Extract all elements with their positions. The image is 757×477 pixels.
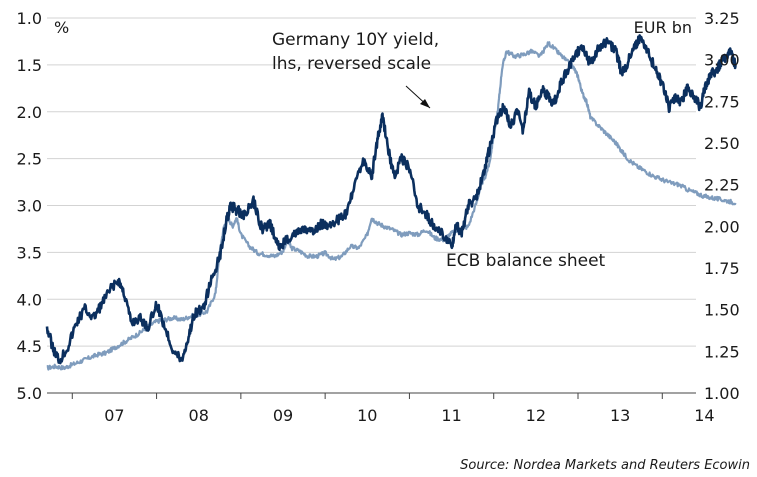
- left-axis-ticks: 1.0 1.5 2.0 2.5 3.0 3.5 4.0 4.5 5.0: [17, 9, 42, 403]
- yield-annotation-line1: Germany 10Y yield,: [272, 30, 439, 50]
- right-tick-label: 1.50: [704, 301, 740, 320]
- germany-10y-yield-series: [45, 34, 737, 365]
- right-tick-label: 3.25: [704, 9, 740, 28]
- germany-10y-yield-line: [45, 34, 737, 365]
- left-tick-label: 5.0: [17, 384, 42, 403]
- left-tick-label: 1.0: [17, 9, 42, 28]
- right-tick-label: 2.75: [704, 92, 740, 111]
- right-tick-label: 1.75: [704, 259, 740, 278]
- gridlines: [47, 17, 696, 394]
- x-tick-label: 07: [104, 406, 124, 425]
- left-tick-label: 2.0: [17, 103, 42, 122]
- left-tick-label: 3.5: [17, 243, 42, 262]
- ecb-annotation: ECB balance sheet: [446, 251, 606, 271]
- right-tick-label: 2.00: [704, 217, 740, 236]
- left-tick-label: 1.5: [17, 56, 42, 75]
- left-tick-label: 4.0: [17, 290, 42, 309]
- yield-annotation-line2: lhs, reversed scale: [272, 54, 431, 74]
- right-tick-label: 2.50: [704, 134, 740, 153]
- right-tick-label: 1.25: [704, 342, 740, 361]
- left-axis-unit: %: [54, 18, 69, 37]
- x-tick-label: 12: [526, 406, 546, 425]
- ecb-balance-sheet-line: [46, 41, 737, 371]
- right-axis-unit: EUR bn: [634, 18, 692, 37]
- right-tick-label: 1.00: [704, 384, 740, 403]
- left-tick-label: 4.5: [17, 337, 42, 356]
- left-tick-label: 2.5: [17, 150, 42, 169]
- x-tick-label: 14: [694, 406, 714, 425]
- x-axis-ticks: 07 08 09 10 11 12 13 14: [71, 393, 715, 425]
- right-tick-label: 3.00: [704, 51, 740, 70]
- x-tick-label: 10: [357, 406, 377, 425]
- x-tick-label: 11: [441, 406, 461, 425]
- left-tick-label: 3.0: [17, 197, 42, 216]
- x-tick-label: 09: [273, 406, 293, 425]
- x-tick-label: 08: [189, 406, 209, 425]
- x-tick-label: 13: [610, 406, 630, 425]
- right-axis-ticks: 3.25 3.00 2.75 2.50 2.25 2.00 1.75 1.50 1.25 1.00: [704, 9, 740, 403]
- source-note: Source: Nordea Markets and Reuters Ecowi…: [460, 458, 750, 473]
- right-tick-label: 2.25: [704, 176, 740, 195]
- ecb-balance-sheet-series: [46, 41, 737, 371]
- annotation-arrowhead: [420, 99, 430, 108]
